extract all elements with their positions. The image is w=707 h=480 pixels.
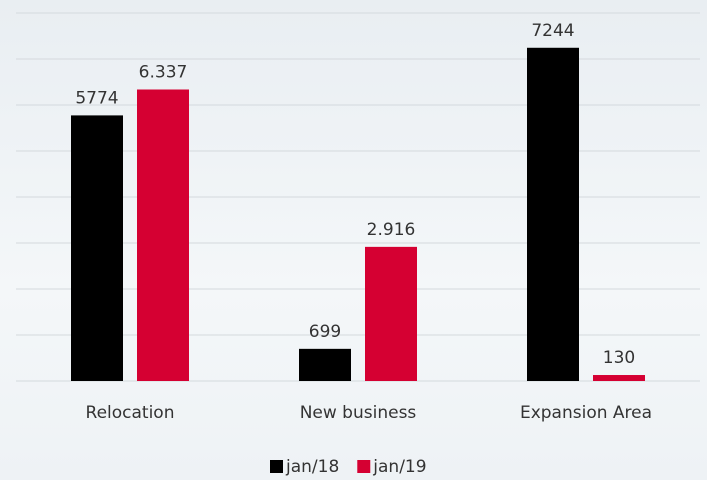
- legend-swatch: [270, 460, 283, 473]
- bar: [299, 348, 351, 381]
- bar: [593, 375, 645, 381]
- bar: [527, 47, 579, 381]
- legend-label: jan/18: [285, 457, 339, 477]
- data-label: 5774: [75, 88, 118, 108]
- x-tick-label: New business: [300, 403, 417, 423]
- legend-swatch: [357, 460, 371, 473]
- x-tick-label: Relocation: [86, 403, 175, 423]
- data-label: 130: [603, 348, 635, 368]
- data-label: 699: [309, 322, 341, 342]
- x-tick-label: Expansion Area: [520, 403, 652, 423]
- bar: [365, 246, 417, 381]
- data-label: 7244: [531, 21, 574, 41]
- data-label: 6.337: [139, 62, 188, 82]
- bar: [71, 115, 123, 382]
- data-label: 2.916: [367, 220, 416, 240]
- legend-label: jan/19: [372, 457, 426, 477]
- bar: [137, 89, 189, 382]
